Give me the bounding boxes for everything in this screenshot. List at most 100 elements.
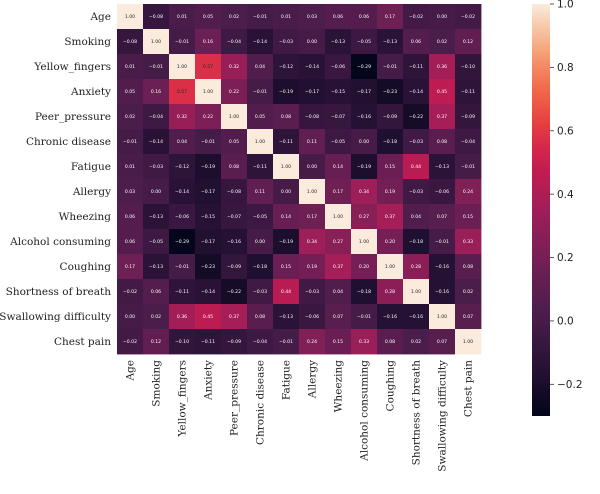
heatmap-cell: [143, 179, 170, 205]
cell-value-label: 0.00: [151, 189, 161, 195]
cell-value-label: −0.14: [149, 139, 163, 145]
heatmap-cell: [325, 179, 352, 205]
heatmap-cell: [195, 79, 222, 105]
heatmap-cell: [455, 104, 482, 130]
cell-value-label: 0.17: [333, 189, 343, 195]
cell-value-label: 0.15: [463, 214, 473, 220]
heatmap-cell: [429, 4, 456, 30]
cell-value-label: 0.37: [437, 114, 447, 120]
cell-value-label: −0.08: [149, 14, 163, 20]
cell-value-label: −0.06: [435, 189, 449, 195]
heatmap-cell: [221, 279, 248, 305]
cell-value-label: 1.00: [125, 14, 135, 20]
heatmap-cell: [299, 29, 326, 55]
cell-value-label: −0.16: [435, 264, 449, 270]
heatmap-cell: [247, 179, 274, 205]
cell-value-label: 0.04: [333, 289, 343, 295]
cell-value-label: 0.06: [151, 289, 161, 295]
heatmap-cell: [273, 154, 300, 180]
column-labels: Age Smoking Yellow_fingers Anxiety Peer_pres…: [125, 360, 475, 472]
cell-value-label: 0.27: [333, 239, 343, 245]
row-label: Wheezing: [59, 211, 112, 223]
heatmap-cell: [403, 179, 430, 205]
heatmap-cell: [377, 129, 404, 155]
cell-value-label: 0.37: [229, 314, 239, 320]
heatmap-cell: [429, 329, 456, 355]
heatmap-cell: [143, 104, 170, 130]
cell-value-label: −0.19: [279, 239, 293, 245]
cell-value-label: 0.01: [177, 14, 187, 20]
heatmap-cell: [247, 79, 274, 105]
heatmap-cell: [169, 54, 196, 80]
cell-value-label: 0.08: [255, 314, 265, 320]
heatmap-cell: [403, 104, 430, 130]
colorbar-tick-label: 0.4: [557, 189, 574, 201]
heatmap-cell: [351, 254, 378, 280]
heatmap-cell: [195, 29, 222, 55]
heatmap-cell: [221, 54, 248, 80]
cell-value-label: 0.17: [125, 264, 135, 270]
cell-value-label: −0.06: [175, 214, 189, 220]
heatmap-cell: [117, 204, 144, 230]
heatmap-cell: [195, 54, 222, 80]
cell-value-label: 0.01: [125, 64, 135, 70]
cell-value-label: −0.13: [149, 264, 163, 270]
cell-value-label: −0.11: [461, 89, 475, 95]
row-label: Coughing: [60, 261, 112, 273]
heatmap-cell: [377, 54, 404, 80]
cell-value-label: −0.14: [253, 39, 267, 45]
colorbar-gradient: [532, 4, 550, 416]
heatmap-cell: [247, 54, 274, 80]
heatmap-cell: [247, 254, 274, 280]
column-label: Chronic disease: [255, 360, 267, 445]
heatmap-cell: [455, 29, 482, 55]
column-label: Age: [125, 360, 137, 382]
cell-value-label: 0.05: [125, 89, 135, 95]
cell-value-label: −0.23: [201, 264, 215, 270]
heatmap-cell: [403, 204, 430, 230]
heatmap-cell: [351, 229, 378, 255]
cell-value-label: 0.14: [281, 214, 291, 220]
cell-value-label: −0.14: [201, 289, 215, 295]
heatmap-cell: [429, 129, 456, 155]
cell-value-label: 0.00: [359, 139, 369, 145]
cell-value-label: 0.45: [203, 314, 213, 320]
cell-value-label: 1.00: [437, 314, 447, 320]
heatmap-cell: [403, 29, 430, 55]
cell-value-label: −0.15: [331, 89, 345, 95]
cell-value-label: 0.06: [359, 14, 369, 20]
heatmap-cell: [455, 79, 482, 105]
heatmap-cell: [117, 329, 144, 355]
cell-value-label: −0.11: [253, 164, 267, 170]
heatmap-cell: [403, 329, 430, 355]
cell-value-label: −0.09: [461, 114, 475, 120]
heatmap-cell: [273, 129, 300, 155]
heatmap-cell: [195, 4, 222, 30]
heatmap-cell: [351, 104, 378, 130]
heatmap-cell: [169, 104, 196, 130]
cell-value-label: 0.03: [307, 14, 317, 20]
heatmap-cell: [169, 179, 196, 205]
heatmap-cell: [325, 29, 352, 55]
cell-value-label: 0.22: [229, 89, 239, 95]
cell-value-label: 0.07: [437, 214, 447, 220]
cell-value-label: 0.28: [385, 289, 395, 295]
heatmap-cell: [455, 179, 482, 205]
cell-value-label: 0.01: [281, 14, 291, 20]
cell-value-label: −0.19: [201, 164, 215, 170]
heatmap-cell: [221, 329, 248, 355]
cell-value-label: −0.01: [253, 89, 267, 95]
heatmap-cell: [117, 29, 144, 55]
heatmap-cell: [273, 329, 300, 355]
cell-value-label: −0.11: [409, 64, 423, 70]
heatmap-cell: [299, 229, 326, 255]
heatmap-cell: [299, 304, 326, 330]
heatmap-cell: [221, 229, 248, 255]
heatmap-cell: [325, 254, 352, 280]
heatmap-cell: [403, 54, 430, 80]
cell-value-label: 0.28: [411, 264, 421, 270]
cell-value-label: −0.23: [383, 89, 397, 95]
heatmap-cell: [143, 79, 170, 105]
column-label: Chest pain: [463, 360, 475, 417]
